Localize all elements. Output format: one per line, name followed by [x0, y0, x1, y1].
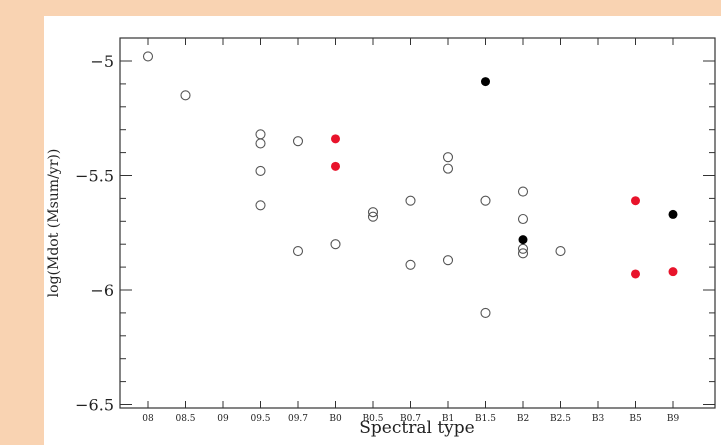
open-circle-point	[555, 246, 566, 257]
black-filled-point	[668, 209, 678, 219]
open-circle-point	[292, 246, 304, 257]
open-circle-point	[405, 259, 416, 270]
y-tick-label: −5.5	[75, 167, 114, 186]
x-axis-label: Spectral type	[359, 418, 474, 438]
x-tick-label: 08.5	[175, 414, 195, 424]
red-filled-point	[331, 161, 340, 171]
y-tick-label: −6.5	[75, 396, 114, 415]
chart-panel: 08 08.5 09 09.5 09.7 B0 B0.5 B0.7 B1 B1.5 B2 B2.5 B3…	[44, 16, 721, 445]
black-filled-point	[518, 235, 528, 245]
red-filled-point	[631, 269, 640, 279]
open-circle-point	[442, 163, 454, 174]
open-circle-point	[255, 129, 266, 140]
x-tick-label: B2.5	[550, 414, 571, 424]
open-circle-point	[255, 138, 266, 149]
open-circle-point	[517, 248, 529, 259]
open-circle-point	[142, 51, 154, 62]
y-tick-label: −6	[90, 281, 114, 300]
open-circle-point	[367, 211, 379, 222]
x-tick-label: B9	[667, 414, 680, 424]
red-filled-point	[631, 196, 640, 206]
x-tick-label: B1	[442, 414, 454, 424]
open-circle-point	[255, 165, 266, 176]
open-circle-point	[405, 195, 416, 206]
open-circle-point	[255, 200, 266, 211]
open-circle-point	[330, 239, 341, 250]
plot-frame	[119, 37, 716, 409]
red-filled-point	[668, 267, 678, 277]
open-circle-point	[442, 255, 454, 266]
open-circle-point	[480, 195, 491, 206]
open-circle-point	[517, 213, 529, 225]
x-tick-label: B2	[517, 414, 529, 424]
open-circle-point	[180, 90, 191, 101]
x-tick-label: 08	[142, 414, 154, 424]
x-tick-label: B0.5	[363, 414, 384, 424]
x-tick-label: B0.7	[400, 414, 421, 424]
open-circle-point	[517, 186, 529, 197]
open-circle-point	[442, 152, 454, 163]
open-circle-point	[480, 307, 491, 318]
black-filled-point	[481, 77, 490, 87]
x-tick-label: B3	[592, 414, 605, 424]
x-tick-label: 09.5	[250, 414, 270, 424]
scatter-chart: 08 08.5 09 09.5 09.7 B0 B0.5 B0.7 B1 B1.5 B2 B2.5 B3…	[46, 37, 716, 438]
open-circle-point	[292, 136, 304, 147]
open-circle-point	[517, 243, 529, 254]
x-tick-label: B1.5	[475, 414, 496, 424]
red-filled-point	[331, 134, 340, 144]
y-axis-label: log(Mdot (Msum/yr))	[46, 149, 62, 298]
x-tick-label: B5	[629, 414, 642, 424]
x-tick-label: 09.7	[288, 414, 308, 424]
open-circle-point	[367, 207, 379, 218]
y-tick-label: −5	[90, 52, 114, 71]
x-tick-label: 09	[217, 414, 229, 424]
x-tick-label: B0	[329, 414, 342, 424]
